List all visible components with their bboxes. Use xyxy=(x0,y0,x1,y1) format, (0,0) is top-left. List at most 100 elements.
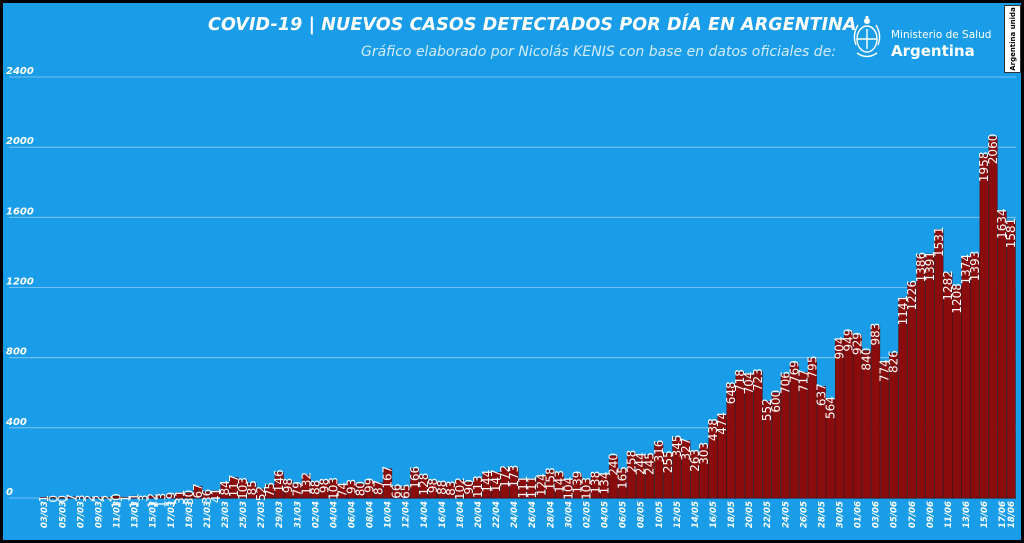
bar xyxy=(220,483,230,499)
data-label: 263 xyxy=(688,449,702,472)
data-label: 167 xyxy=(381,466,395,489)
y-tick-label: 2400 xyxy=(6,66,34,77)
bar xyxy=(410,468,420,499)
argentina-coat-of-arms-icon xyxy=(853,16,881,58)
bar xyxy=(753,370,763,499)
data-label: 165 xyxy=(616,466,630,489)
ministry-logo-text: Ministerio de Salud Argentina xyxy=(891,29,991,60)
data-label: 949 xyxy=(842,329,856,352)
bar xyxy=(157,495,167,499)
bar xyxy=(816,386,826,499)
bar xyxy=(699,444,709,499)
x-tick-label: 16/04 xyxy=(438,501,448,528)
bar xyxy=(970,253,980,499)
data-label: 52 xyxy=(254,486,268,501)
data-label: 87 xyxy=(372,480,386,495)
bar xyxy=(39,497,49,499)
x-tick-label: 18/06 xyxy=(1007,501,1017,528)
bar xyxy=(166,494,176,499)
data-label: 929 xyxy=(851,332,865,355)
y-tick-label: 1600 xyxy=(6,206,34,217)
bar xyxy=(193,486,203,499)
bar xyxy=(988,136,998,499)
data-label: 774 xyxy=(878,359,892,382)
bar xyxy=(844,331,853,499)
bar xyxy=(916,254,926,499)
x-tick-label: 03/03 xyxy=(40,501,50,528)
data-label: 258 xyxy=(625,450,639,473)
x-tick-label: 30/05 xyxy=(836,501,846,528)
data-label: 552 xyxy=(760,398,774,421)
data-label: 327 xyxy=(679,438,693,461)
bar xyxy=(247,482,257,499)
data-label: 146 xyxy=(272,469,286,492)
bar xyxy=(545,470,555,499)
bar xyxy=(356,483,365,499)
data-label: 0 xyxy=(55,495,69,503)
data-label: 132 xyxy=(299,472,313,495)
x-tick-label: 03/06 xyxy=(872,501,882,528)
bar xyxy=(672,437,682,499)
data-label: 134 xyxy=(598,471,612,494)
data-label: 13 xyxy=(155,493,169,508)
bar xyxy=(798,372,808,499)
bar xyxy=(636,454,646,499)
x-tick-label: 24/05 xyxy=(781,501,791,528)
x-tick-label: 18/04 xyxy=(456,501,466,528)
x-tick-label: 05/03 xyxy=(58,501,68,528)
bar xyxy=(48,497,58,499)
x-tick-label: 28/05 xyxy=(817,501,827,528)
data-label: 2 xyxy=(101,495,115,503)
data-label: 840 xyxy=(860,348,874,371)
bar xyxy=(871,325,881,499)
x-tick-label: 07/06 xyxy=(908,501,918,528)
x-tick-label: 01/06 xyxy=(854,501,864,528)
data-label: 723 xyxy=(751,368,765,391)
data-label: 41 xyxy=(209,488,223,503)
data-label: 769 xyxy=(787,360,801,383)
bar xyxy=(961,256,971,499)
bar xyxy=(265,484,275,499)
bar xyxy=(464,482,474,499)
bar xyxy=(256,488,266,499)
data-label: 88 xyxy=(308,480,322,495)
bar xyxy=(455,479,465,499)
x-tick-label: 15/03 xyxy=(149,501,159,528)
bar xyxy=(301,474,311,499)
y-tick-label: 2000 xyxy=(6,136,34,147)
data-label: 7 xyxy=(64,494,78,502)
bar xyxy=(780,373,790,499)
x-tick-label: 27/03 xyxy=(257,501,267,528)
bar xyxy=(789,362,799,499)
bar xyxy=(446,483,456,499)
x-tick-label: 20/04 xyxy=(474,501,484,528)
bar xyxy=(365,480,375,499)
bar xyxy=(75,497,85,499)
data-label: 795 xyxy=(805,356,819,379)
x-tick-label: 21/03 xyxy=(203,501,213,528)
bar xyxy=(708,420,718,499)
y-tick-label: 0 xyxy=(6,487,13,498)
data-label: 103 xyxy=(326,477,340,500)
x-tick-label: 12/05 xyxy=(673,501,683,528)
bar xyxy=(103,497,112,499)
data-label: 158 xyxy=(543,467,557,490)
data-label: 172 xyxy=(498,465,512,488)
bar xyxy=(57,497,67,499)
data-label: 303 xyxy=(697,442,711,465)
x-tick-label: 12/04 xyxy=(402,501,412,528)
bar xyxy=(202,491,212,499)
y-axis-ticks: 0 400 800 1200 1600 2000 2400 xyxy=(5,66,34,498)
bar xyxy=(121,497,131,499)
y-tick-label: 400 xyxy=(5,417,27,428)
data-label: 66 xyxy=(390,483,404,498)
x-tick-label: 09/06 xyxy=(926,501,936,528)
data-label: 103 xyxy=(236,477,250,500)
bar xyxy=(681,440,691,499)
data-label: 74 xyxy=(335,482,349,497)
country-name: Argentina xyxy=(891,42,975,60)
bar xyxy=(663,453,673,499)
argentina-unida-badge: Argentina unida xyxy=(1004,5,1021,73)
x-tick-label: 22/04 xyxy=(492,501,502,528)
